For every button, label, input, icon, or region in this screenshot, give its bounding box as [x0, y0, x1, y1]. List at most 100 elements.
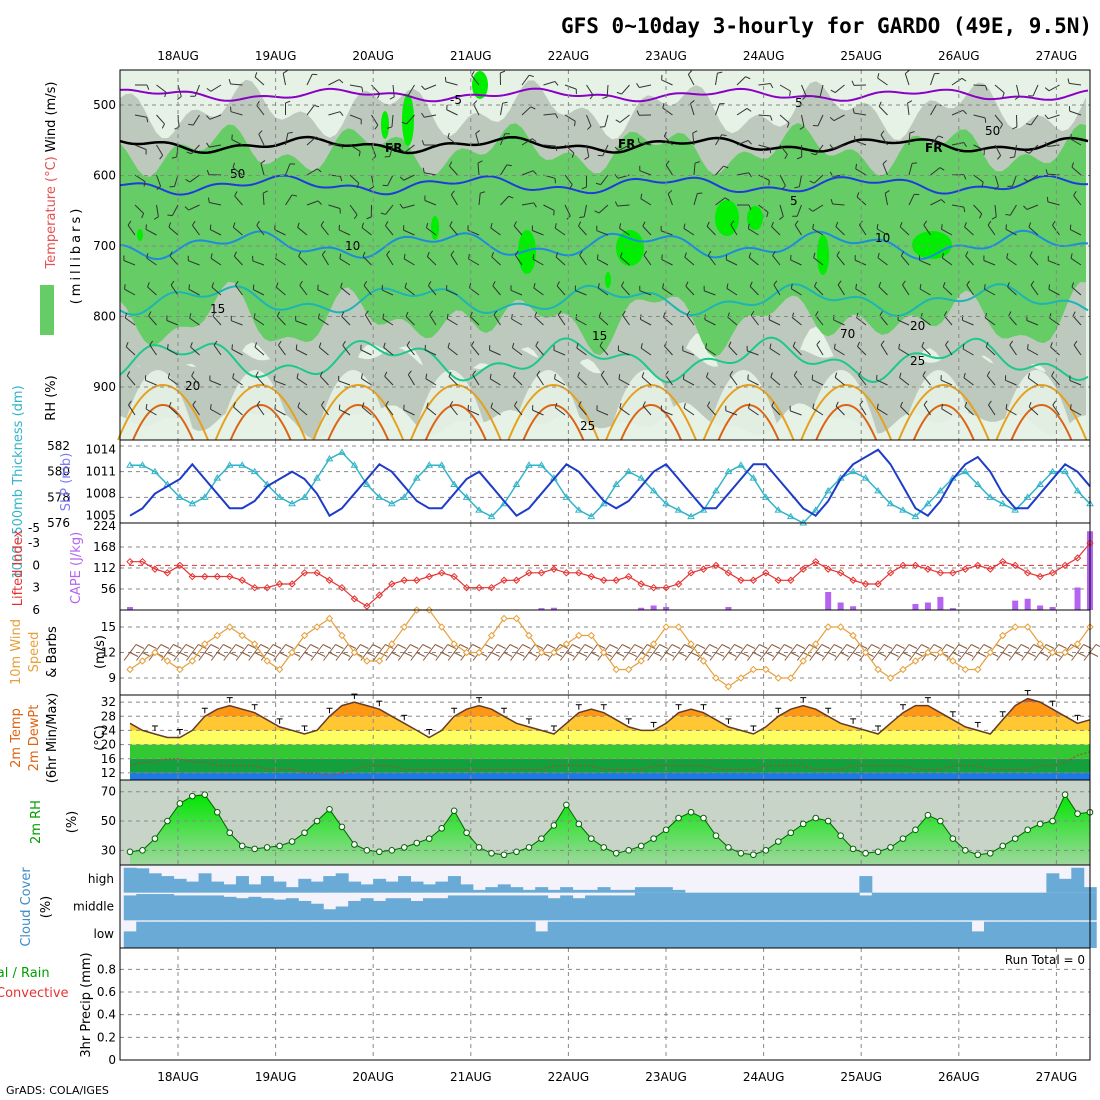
cloud-bar	[634, 921, 648, 948]
li-point	[238, 576, 246, 584]
wind-barb-flag	[830, 89, 836, 93]
cloud-bar	[834, 921, 848, 948]
wind-barb	[564, 84, 577, 90]
cloud-bar	[560, 887, 574, 893]
cloud-bar	[422, 884, 436, 893]
wind-barb-flag	[421, 85, 426, 90]
wind-barb-flag	[338, 404, 341, 410]
wind-barb	[715, 134, 723, 146]
cape-label: CAPE (J/kg)	[69, 532, 84, 604]
upper-rh-legend: RH (%)	[44, 375, 59, 420]
wind-speed-point	[712, 674, 720, 682]
wind-barb-flag	[614, 201, 618, 207]
wind-barb	[467, 229, 480, 236]
cloud-bar	[186, 895, 200, 921]
wind-barb-flag	[147, 282, 150, 288]
cloud-bar	[422, 921, 436, 948]
wind-barb	[429, 314, 437, 326]
wind-barb-10m-flag	[946, 644, 955, 649]
wind-barb	[962, 319, 974, 326]
wind-barb-flag	[1027, 372, 1031, 379]
wind-barb-flag	[447, 132, 450, 138]
wind-barb-flag	[876, 223, 879, 230]
wind-barb-flag	[584, 156, 590, 160]
rh-point	[538, 835, 545, 842]
thickness-point	[387, 499, 396, 507]
wind-barb	[233, 255, 243, 266]
wind-barb-flag	[615, 119, 621, 123]
wind-barb	[973, 174, 984, 183]
temp-unit: (°C)	[93, 725, 108, 751]
wind-barb	[156, 174, 162, 187]
wind-barb	[489, 378, 501, 386]
wind-barb-flag	[1071, 282, 1075, 288]
wind-barb-flag	[642, 221, 646, 227]
thickness-point	[587, 512, 596, 520]
wind-barb-flag	[579, 216, 585, 219]
rh-point	[962, 847, 969, 854]
wind-barb-10m-flag	[653, 652, 662, 657]
li-point	[699, 565, 708, 573]
wind-barb-flag	[554, 402, 558, 408]
upper-ytick: 600	[93, 169, 116, 183]
rh-point	[849, 845, 857, 853]
wind-barb	[736, 140, 749, 146]
wind-barb-flag	[636, 110, 640, 116]
bottom-date-label: 20AUG	[352, 1070, 394, 1084]
wind-barb-flag	[262, 190, 268, 194]
wind-barb	[285, 133, 289, 146]
wind-barb	[736, 172, 749, 176]
wind-barb-flag	[769, 115, 773, 121]
cape-tick: 112	[93, 561, 116, 575]
wind-barb-10m-flag	[210, 644, 220, 649]
wind-barb	[168, 406, 179, 416]
upper-ytick: 500	[93, 98, 116, 112]
wind-barb-flag	[771, 221, 774, 227]
wind-barb-flag	[750, 310, 755, 316]
wind-barb-flag	[231, 134, 233, 140]
wind-barb-flag	[810, 152, 817, 156]
wind-barb	[619, 114, 630, 123]
wind-barb	[234, 195, 243, 206]
wind-barb	[349, 174, 360, 184]
wind-barb-flag	[799, 126, 805, 130]
wind-barb-flag	[514, 250, 519, 256]
wind-barb-flag	[912, 162, 918, 164]
wind-barb	[798, 174, 802, 187]
cloud-bar	[410, 881, 424, 893]
wind-barb-10m-flag	[771, 644, 781, 649]
wind-barb	[500, 164, 508, 176]
wind-barb	[256, 404, 265, 416]
wind-barb-flag	[729, 370, 734, 376]
wind-barb-flag	[619, 223, 622, 229]
wind-speed-point	[899, 665, 907, 674]
wind-barb	[134, 144, 147, 150]
wind-barb	[1069, 82, 1082, 86]
wind-barb	[704, 290, 716, 296]
rh-point	[363, 847, 371, 854]
cloud-bar	[348, 900, 362, 921]
wind-barb	[1032, 84, 1039, 97]
wind-barb-flag	[878, 281, 882, 287]
wind-barb-flag	[682, 374, 685, 380]
wind-tick: 12	[101, 646, 116, 660]
wind-barb-flag	[188, 123, 194, 126]
wind-barb-flag	[721, 134, 727, 137]
wind-barb-flag	[492, 281, 496, 287]
li-point	[425, 572, 433, 581]
rh-point	[388, 847, 396, 854]
wind-barb	[156, 84, 167, 93]
wind-barb-flag	[1009, 156, 1015, 159]
wind-barb-flag	[364, 310, 369, 316]
wind-barb-flag	[228, 79, 232, 85]
wind-barb-flag	[1070, 133, 1072, 140]
wind-barb-flag	[512, 371, 516, 377]
wind-barb-10m-flag	[285, 644, 294, 649]
rh2m-unit: (%)	[65, 811, 80, 834]
wind-barb-flag	[781, 185, 786, 190]
wind-barb	[564, 174, 573, 185]
wind-barb-flag	[577, 371, 581, 378]
temp-contour-30	[815, 404, 878, 441]
wind-barb	[262, 192, 265, 206]
